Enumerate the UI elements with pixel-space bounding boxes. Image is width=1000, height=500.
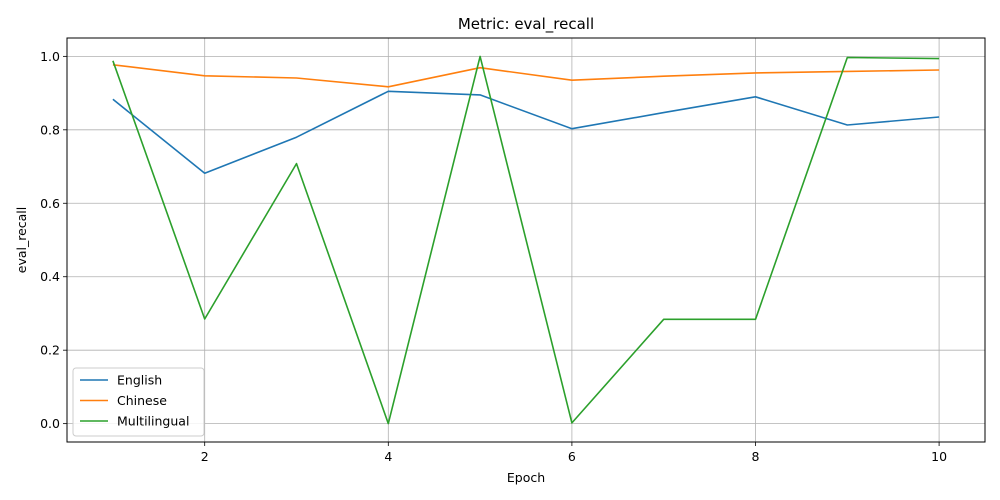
x-tick-label: 6 [568, 449, 576, 464]
y-axis-label: eval_recall [14, 207, 29, 274]
x-axis-ticks: 2 4 6 8 10 [201, 442, 947, 464]
legend-label-multilingual: Multilingual [117, 414, 189, 429]
grid-lines [67, 38, 985, 442]
series-lines [112, 55, 940, 425]
x-tick-label: 2 [201, 449, 209, 464]
x-tick-label: 8 [752, 449, 760, 464]
chart-title: Metric: eval_recall [458, 15, 594, 34]
x-tick-label: 4 [384, 449, 392, 464]
legend-box [72, 367, 205, 437]
legend-label-english: English [117, 373, 162, 388]
y-tick-label: 0.4 [40, 269, 60, 284]
series-line-chinese [112, 64, 940, 88]
x-tick-label: 10 [931, 449, 947, 464]
y-tick-label: 1.0 [40, 49, 60, 64]
y-axis-ticks: 0.0 0.2 0.4 0.6 0.8 1.0 [40, 49, 67, 431]
y-tick-label: 0.2 [40, 343, 60, 358]
series-line-multilingual [112, 55, 940, 425]
x-axis-label: Epoch [507, 470, 545, 485]
y-tick-label: 0.0 [40, 416, 60, 431]
legend: English Chinese Multilingual [72, 367, 205, 437]
plot-frame [66, 37, 986, 443]
legend-label-chinese: Chinese [117, 393, 167, 408]
y-tick-label: 0.8 [40, 122, 60, 137]
series-line-english [112, 90, 940, 174]
y-tick-label: 0.6 [40, 196, 60, 211]
